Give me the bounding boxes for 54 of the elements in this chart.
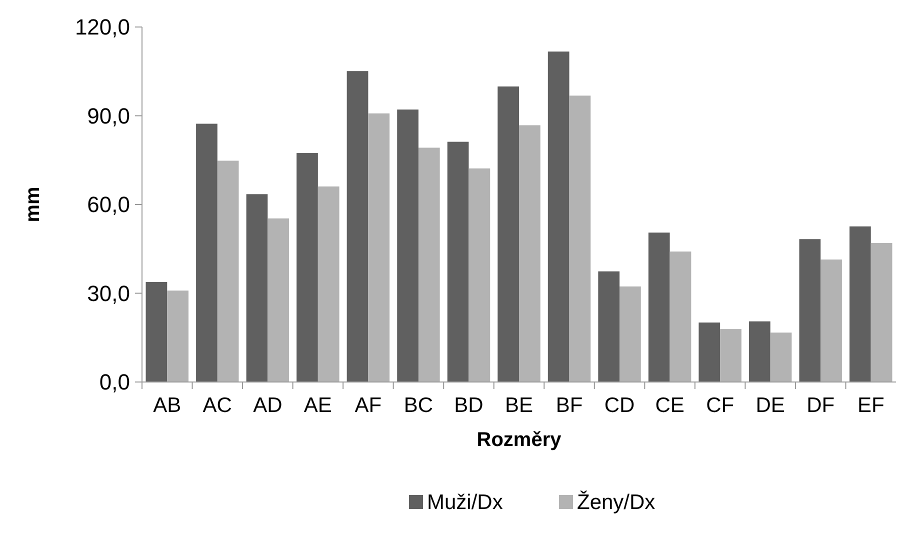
x-axis-title: Rozměry xyxy=(476,429,562,451)
bar xyxy=(418,148,440,382)
y-tick-label: 120,0 xyxy=(74,14,130,40)
x-tick-label: BD xyxy=(454,394,484,417)
x-tick-label: AD xyxy=(253,394,282,417)
bar xyxy=(850,226,871,382)
bar xyxy=(799,239,821,382)
y-tick-label: 30,0 xyxy=(87,280,130,306)
bar xyxy=(548,52,570,382)
x-tick-label: BF xyxy=(556,394,583,417)
bar xyxy=(620,286,641,382)
bar xyxy=(468,168,490,382)
bar xyxy=(217,160,239,382)
x-tick-label: BC xyxy=(404,394,434,417)
x-tick-label: CF xyxy=(706,394,734,417)
bar xyxy=(748,321,770,382)
bar xyxy=(268,218,290,382)
x-tick-label: CE xyxy=(655,394,684,417)
y-tick-label: 0,0 xyxy=(99,370,130,395)
bar xyxy=(167,290,188,382)
bar xyxy=(519,125,540,382)
bar xyxy=(296,153,318,382)
bar xyxy=(770,332,792,382)
x-tick-label: AE xyxy=(304,394,332,417)
bar xyxy=(569,96,591,382)
legend-label: Muži/Dx xyxy=(427,491,504,514)
bar xyxy=(146,282,168,382)
bar xyxy=(246,194,268,382)
bar xyxy=(870,242,892,382)
bar xyxy=(598,271,620,382)
x-tick-label: EF xyxy=(857,394,884,417)
bar xyxy=(346,71,368,382)
x-tick-label: AC xyxy=(202,394,232,417)
y-tick-label: 90,0 xyxy=(87,103,130,128)
x-tick-label: AB xyxy=(153,394,182,417)
bar xyxy=(498,86,519,382)
x-tick-label: CD xyxy=(604,394,635,417)
bar xyxy=(368,113,390,382)
bar xyxy=(447,142,469,382)
bar xyxy=(820,260,842,382)
legend-label: Ženy/Dx xyxy=(577,490,656,514)
x-tick-label: DF xyxy=(806,394,835,417)
y-axis-title: mm xyxy=(22,186,44,222)
bar xyxy=(196,124,218,382)
bar xyxy=(397,110,418,382)
x-tick-label: DE xyxy=(756,394,785,417)
bar xyxy=(318,186,340,382)
bar xyxy=(670,252,692,382)
bar xyxy=(648,232,670,382)
x-tick-label: BE xyxy=(504,394,534,417)
x-tick-label: AF xyxy=(354,394,382,417)
bar xyxy=(698,322,720,382)
bar xyxy=(720,329,742,382)
y-tick-label: 60,0 xyxy=(87,192,130,218)
